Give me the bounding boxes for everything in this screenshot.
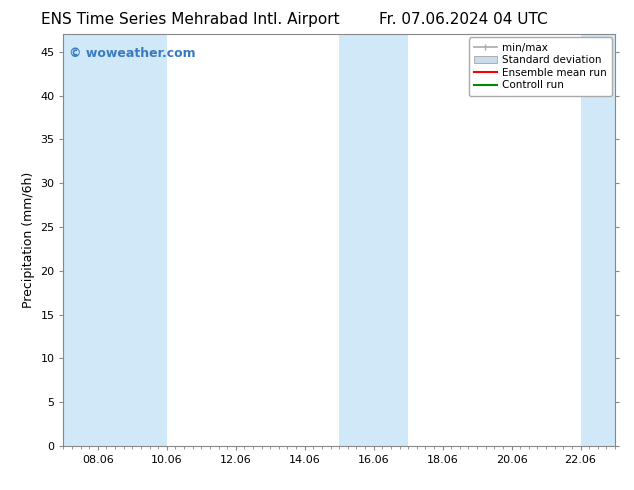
Bar bbox=[63, 34, 133, 446]
Bar bbox=[133, 34, 167, 446]
Bar bbox=[339, 34, 408, 446]
Bar bbox=[581, 34, 615, 446]
Text: © woweather.com: © woweather.com bbox=[69, 47, 195, 60]
Legend: min/max, Standard deviation, Ensemble mean run, Controll run: min/max, Standard deviation, Ensemble me… bbox=[469, 37, 612, 96]
Text: Fr. 07.06.2024 04 UTC: Fr. 07.06.2024 04 UTC bbox=[378, 12, 547, 27]
Y-axis label: Precipitation (mm/6h): Precipitation (mm/6h) bbox=[22, 172, 35, 308]
Text: ENS Time Series Mehrabad Intl. Airport: ENS Time Series Mehrabad Intl. Airport bbox=[41, 12, 340, 27]
